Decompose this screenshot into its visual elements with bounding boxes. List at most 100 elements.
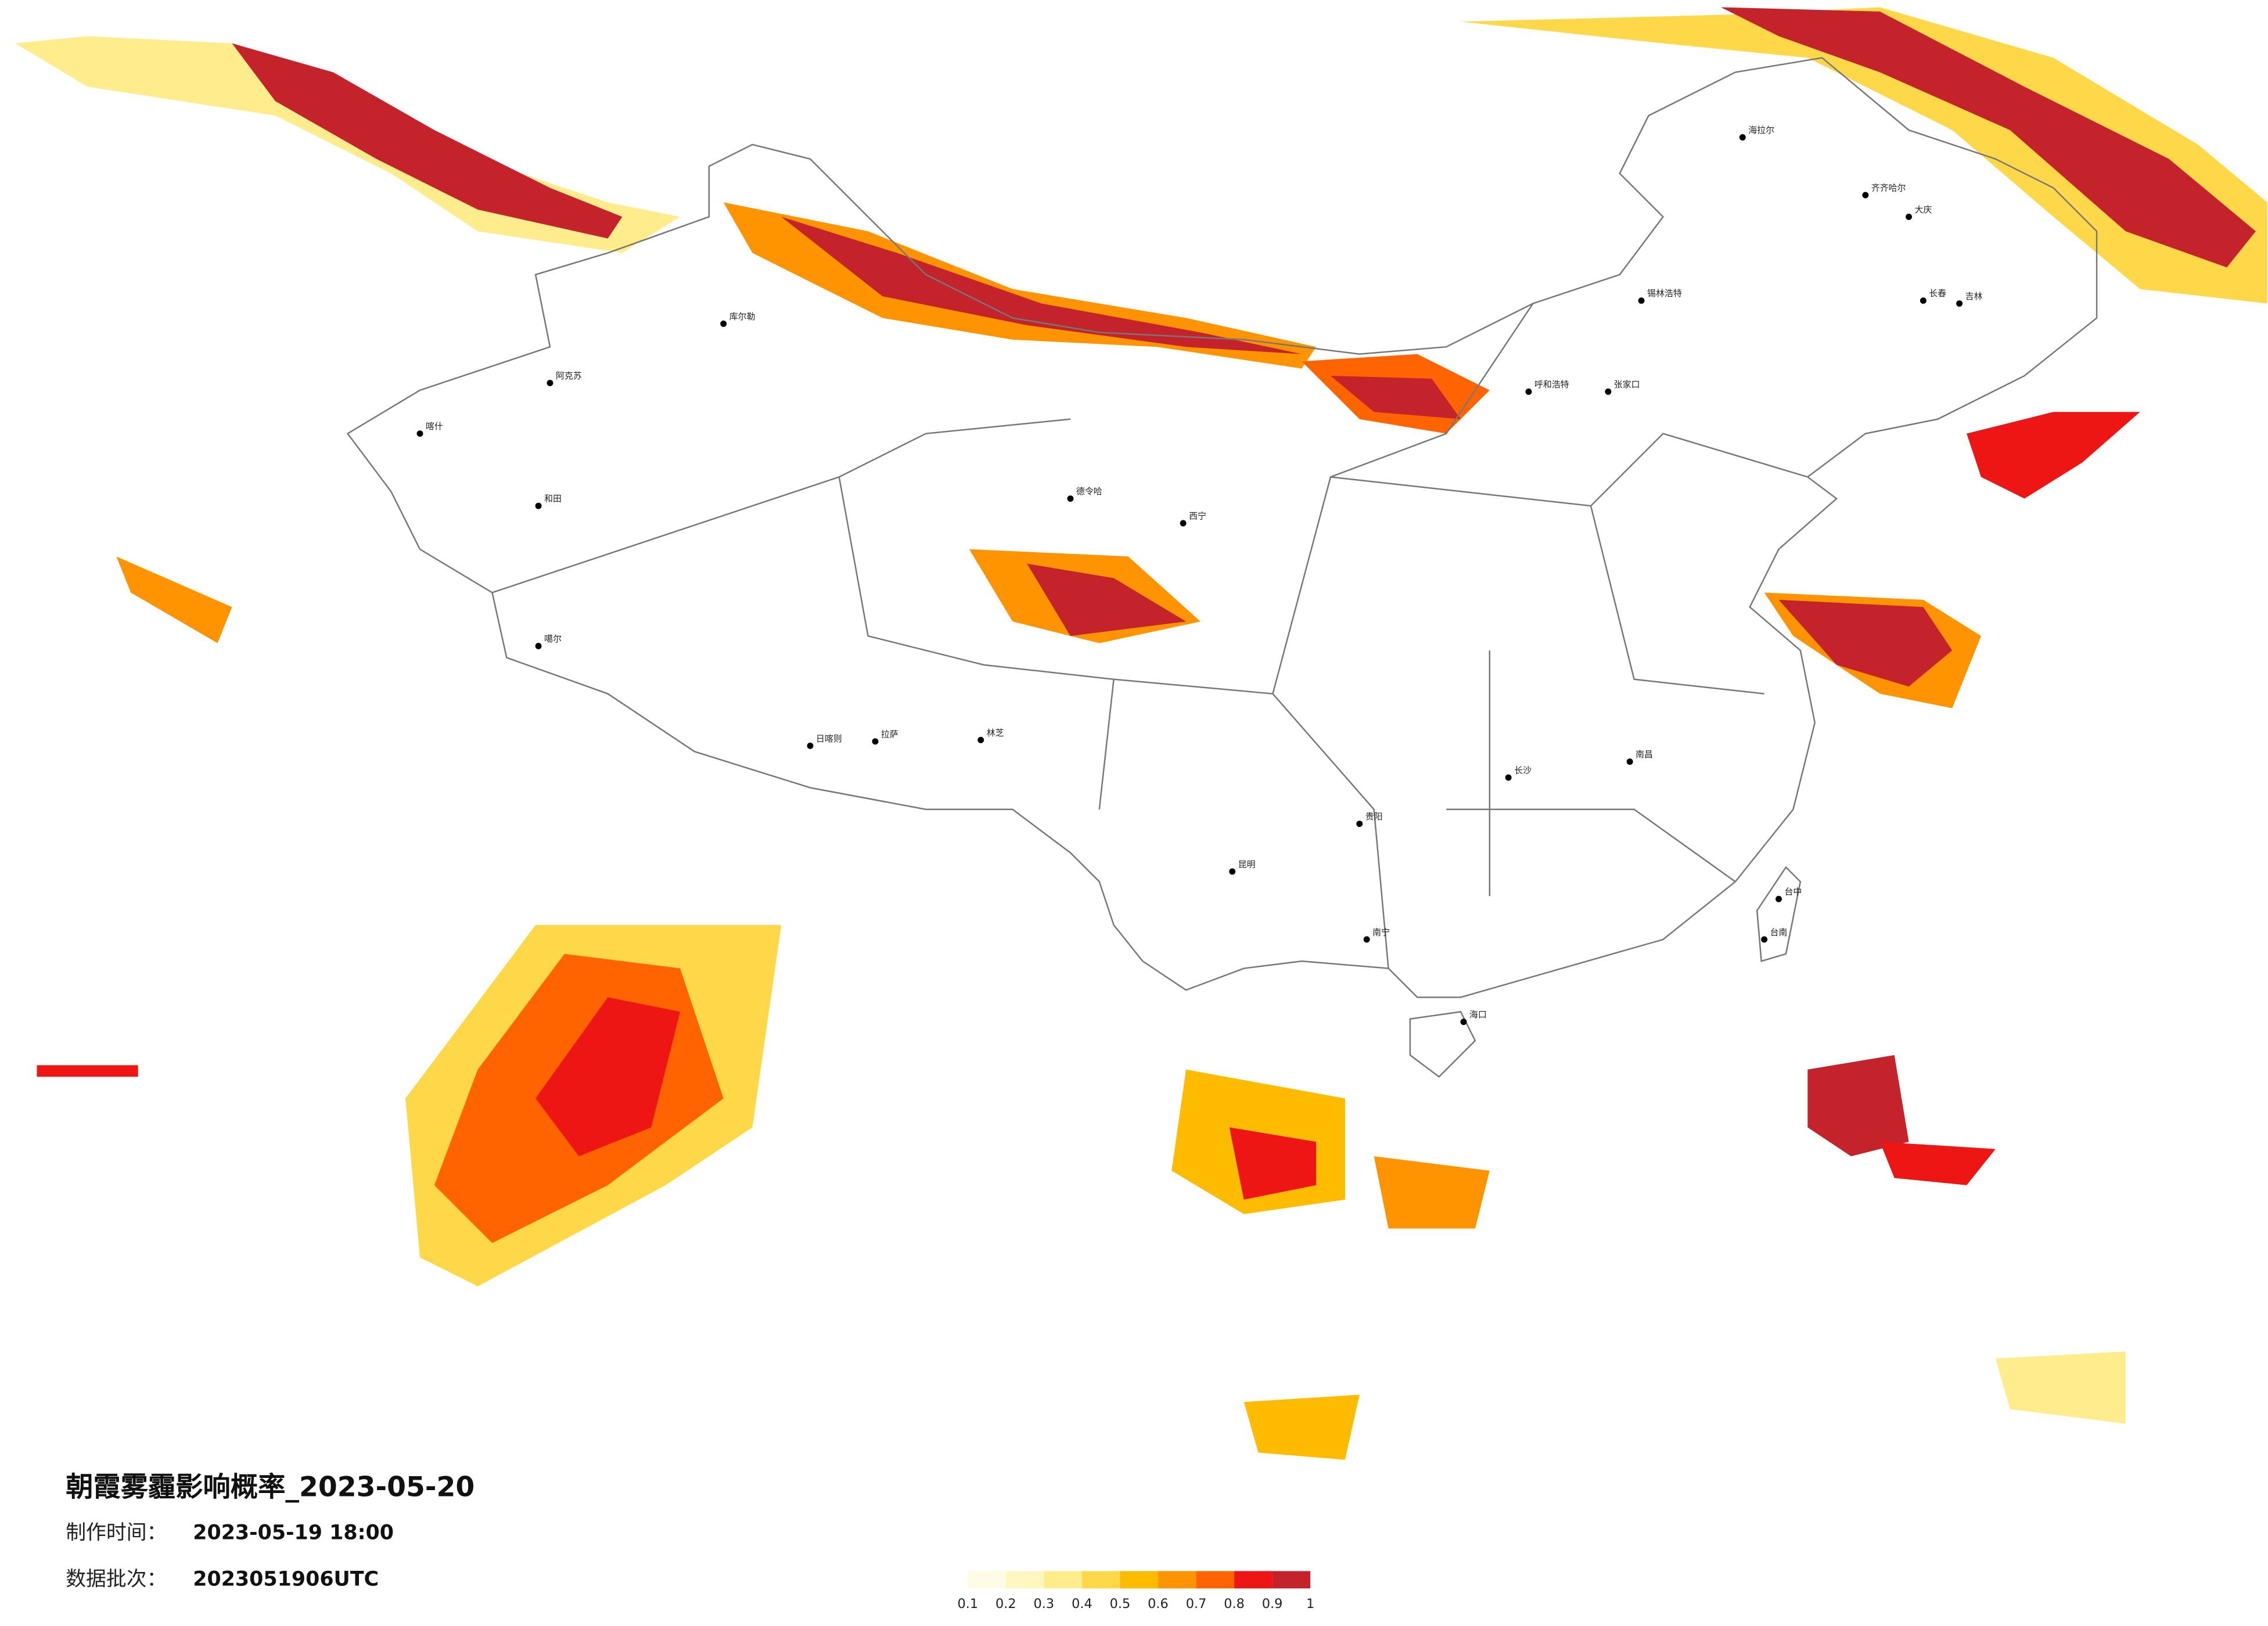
legend-swatch	[1044, 1571, 1082, 1589]
legend-tick-label: 0.8	[1224, 1596, 1245, 1611]
city-label: 锡林浩特	[1647, 288, 1682, 298]
legend-tick-label: 0.7	[1186, 1596, 1207, 1611]
city-label: 大庆	[1915, 204, 1932, 215]
legend-tick-label: 0.1	[957, 1596, 978, 1611]
field-yellow	[1995, 1351, 2126, 1424]
field-red	[232, 43, 623, 239]
field-red	[1967, 412, 2140, 499]
field-red	[1330, 376, 1461, 419]
legend-tick-label: 0.9	[1262, 1596, 1283, 1611]
city-dot	[807, 742, 814, 749]
city-dot	[535, 643, 542, 650]
legend-tick-label: 0.2	[995, 1596, 1016, 1611]
city-label: 吉林	[1965, 291, 1983, 301]
field-red	[1807, 1055, 1909, 1157]
legend-swatch	[1272, 1571, 1311, 1589]
field-red	[1027, 563, 1187, 636]
city-label: 库尔勒	[729, 311, 756, 322]
city-dot	[1956, 300, 1963, 307]
field-red	[781, 217, 1302, 354]
field-red	[1778, 599, 1953, 687]
city-dot	[1067, 495, 1074, 502]
legend-tick-label: 0.4	[1072, 1596, 1092, 1611]
city-label: 德令哈	[1076, 486, 1102, 497]
city-label: 日喀则	[816, 733, 842, 744]
field-red	[1229, 1127, 1317, 1200]
city-label: 齐齐哈尔	[1871, 183, 1906, 193]
city-dot	[977, 736, 984, 743]
city-dot	[1525, 388, 1532, 395]
city-label: 贵阳	[1365, 811, 1383, 822]
city-dot	[872, 738, 879, 745]
legend-swatch	[968, 1571, 1006, 1589]
city-dot	[547, 380, 553, 387]
city-label: 西宁	[1189, 511, 1206, 521]
field-red	[37, 1065, 138, 1077]
city-label: 昆明	[1238, 859, 1256, 869]
province-border	[492, 303, 1808, 969]
city-dot	[1505, 774, 1512, 781]
probability-field	[15, 7, 2267, 1460]
city-label: 喀什	[426, 421, 443, 431]
legend-swatch	[1081, 1571, 1120, 1589]
legend-swatch	[1158, 1571, 1196, 1589]
hainan	[1409, 1010, 1476, 1078]
legend-swatch	[1234, 1571, 1273, 1589]
city-label: 阿克苏	[556, 370, 582, 381]
city-dot	[1356, 821, 1363, 828]
taiwan	[1756, 866, 1802, 962]
city-label: 呼和浩特	[1534, 379, 1569, 390]
info-value: 2023-05-19 18:00	[193, 1521, 394, 1545]
info-label: 制作时间：	[66, 1521, 167, 1545]
city-dot	[1906, 213, 1913, 220]
field-orange	[1243, 1394, 1360, 1460]
city-label: 长春	[1929, 288, 1946, 298]
city-label: 南昌	[1636, 749, 1653, 760]
city-label: 台南	[1770, 927, 1788, 937]
city-dot	[1761, 936, 1768, 943]
city-label: 拉萨	[881, 729, 898, 739]
city-label: 和田	[544, 494, 562, 504]
field-red	[1720, 7, 2256, 268]
legend-tick-label: 0.6	[1148, 1596, 1169, 1611]
legend-tick-label: 0.3	[1034, 1596, 1055, 1611]
field-orange	[1374, 1156, 1490, 1229]
city-dot	[1920, 297, 1926, 304]
info-label: 数据批次：	[66, 1567, 167, 1591]
city-dot	[1862, 192, 1869, 199]
legend-tick-label: 1	[1306, 1596, 1314, 1611]
city-dot	[1460, 1019, 1467, 1026]
field-red	[535, 997, 680, 1157]
city-label: 台中	[1785, 887, 1802, 897]
city-dot	[1775, 895, 1782, 902]
city-label: 长沙	[1514, 765, 1532, 776]
city-dot	[1363, 936, 1370, 943]
country-border	[346, 57, 2098, 998]
borders	[346, 57, 2098, 1078]
city-dot	[535, 502, 542, 509]
field-red	[1879, 1142, 1996, 1185]
city-dot	[1626, 758, 1633, 765]
field-orange	[116, 556, 232, 643]
city-label: 南宁	[1372, 927, 1390, 937]
legend-swatch	[1120, 1571, 1158, 1589]
city-label: 林芝	[987, 728, 1004, 738]
city-dot	[720, 321, 727, 327]
city-dot	[1739, 134, 1746, 141]
city-label: 海拉尔	[1748, 125, 1774, 135]
legend-swatch	[1196, 1571, 1235, 1589]
city-dot	[416, 430, 423, 437]
city-dot	[1180, 520, 1187, 527]
legend-tick-label: 0.5	[1110, 1596, 1131, 1611]
field-yellow	[1460, 7, 2267, 304]
city-label: 张家口	[1614, 379, 1640, 390]
legend-swatch	[1005, 1571, 1044, 1589]
city-label: 海口	[1469, 1009, 1487, 1020]
title: 朝霞雾霾影响概率_2023-05-20	[66, 1472, 475, 1503]
city-dot	[1229, 868, 1236, 875]
info-value: 2023051906UTC	[193, 1567, 379, 1591]
city-dot	[1605, 388, 1612, 395]
